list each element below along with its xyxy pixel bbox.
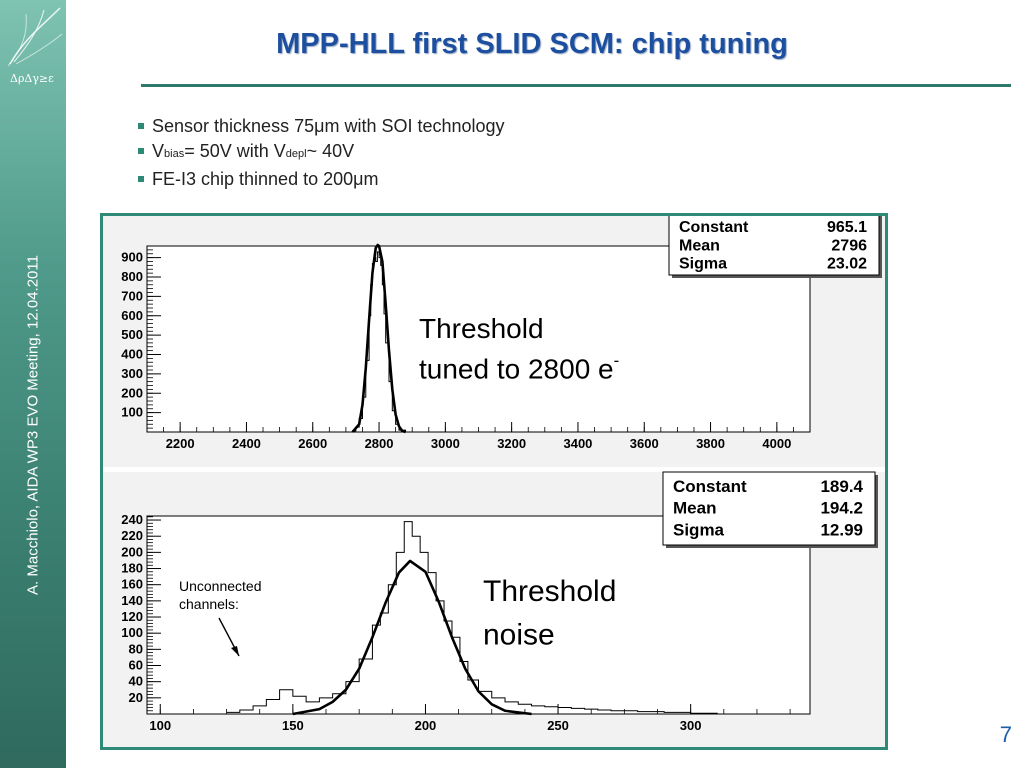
y-tick-label: 60 (129, 658, 143, 673)
y-tick-label: 100 (121, 405, 143, 420)
x-tick-label: 2800 (365, 436, 394, 451)
slide-title: MPP-HLL first SLID SCM: chip tuning (276, 28, 788, 60)
stats-value: 189.4 (820, 477, 863, 496)
stats-value: 12.99 (820, 520, 863, 539)
x-tick-label: 2400 (232, 436, 261, 451)
stats-value: 2796 (831, 237, 867, 254)
aida-logo-icon: ΔρΔγ≥ε (7, 7, 63, 85)
x-tick-label: 300 (680, 718, 702, 733)
title-divider (141, 84, 1011, 87)
stats-box (668, 211, 880, 276)
bullet-subscript: depl (285, 148, 307, 160)
bullet-text: μ (353, 169, 364, 189)
x-tick-label: 4000 (762, 436, 791, 451)
svg-text:ΔρΔγ≥ε: ΔρΔγ≥ε (10, 72, 54, 85)
bullet-text: m (363, 169, 379, 189)
stats-value: 965.1 (827, 219, 867, 236)
x-tick-label: 3400 (563, 436, 592, 451)
stats-label: Constant (673, 477, 747, 496)
y-tick-label: 120 (121, 609, 143, 624)
y-tick-label: 20 (129, 690, 143, 705)
y-tick-label: 200 (121, 544, 143, 559)
sidebar: ΔρΔγ≥ε A. Macchiolo, AIDA WP3 EVO Meetin… (0, 0, 66, 768)
stats-label: Sigma (673, 520, 725, 539)
gaussian-fit-series (351, 243, 406, 434)
stats-box (662, 471, 876, 546)
stats-label: Constant (679, 219, 749, 236)
y-tick-label: 80 (129, 641, 143, 656)
chart-frame: 100 200 300 400 500 600 700 800 900 2200 2400 2600 2… (100, 211, 888, 750)
y-tick-label: 160 (121, 577, 143, 592)
bullet-subscript: bias (164, 148, 185, 160)
y-tick-label: 40 (129, 674, 143, 689)
histogram-charts: 100 200 300 400 500 600 700 800 900 2200 2400 2600 2… (103, 211, 885, 747)
x-tick-label: 3000 (431, 436, 460, 451)
y-tick-label: 200 (121, 385, 143, 400)
bullet-text: Sensor thickness 75 (152, 116, 315, 136)
annotation-superscript: - (614, 351, 620, 370)
chart-annotation: Threshold (483, 575, 616, 608)
x-tick-label: 150 (282, 718, 304, 733)
y-tick-label: 180 (121, 561, 143, 576)
stats-value: 194.2 (820, 499, 863, 518)
y-tick-label: 220 (121, 528, 143, 543)
bullet-square-icon (138, 176, 144, 182)
chart-annotation: tuned to 2800 e- (419, 351, 619, 385)
bullet-square-icon (138, 123, 144, 129)
bullet-text: V (152, 141, 165, 161)
arrow-label: channels: (179, 596, 239, 612)
x-tick-label: 3600 (630, 436, 659, 451)
gaussian-fit-series (292, 559, 532, 716)
page-number: 7 (999, 722, 1012, 747)
histogram-series (226, 521, 718, 714)
sidebar-author-date: A. Macchiolo, AIDA WP3 EVO Meeting, 12.0… (24, 255, 42, 595)
y-tick-label: 100 (121, 625, 143, 640)
stats-label: Mean (679, 237, 720, 254)
y-tick-label: 600 (121, 308, 143, 323)
x-tick-label: 100 (149, 718, 171, 733)
bullet-text: FE-I3 chip thinned to 200 (152, 169, 354, 189)
y-tick-label: 700 (121, 288, 143, 303)
y-tick-label: 140 (121, 593, 143, 608)
y-tick-label: 500 (121, 327, 143, 342)
y-tick-label: 400 (121, 347, 143, 362)
arrow-label: Unconnected (179, 578, 262, 594)
y-tick-label: 900 (121, 250, 143, 265)
chart-annotation: Threshold (419, 313, 544, 344)
bullet-text: m with SOI technology (324, 116, 505, 136)
y-tick-label: 300 (121, 366, 143, 381)
arrow-head-icon (231, 646, 239, 656)
bullet-text: ~ 40V (306, 141, 355, 161)
bullet-text: μ (314, 116, 325, 136)
y-tick-label: 800 (121, 269, 143, 284)
x-tick-label: 200 (415, 718, 437, 733)
stats-label: Sigma (679, 256, 727, 273)
stats-value: 23.02 (827, 256, 867, 273)
x-tick-label: 250 (547, 718, 569, 733)
bullet-square-icon (138, 148, 144, 154)
stats-label: Mean (673, 499, 716, 518)
x-tick-label: 2600 (298, 436, 327, 451)
x-tick-label: 3800 (696, 436, 725, 451)
x-tick-label: 2200 (166, 436, 195, 451)
bullet-text: = 50V with V (184, 141, 286, 161)
chart-annotation: noise (483, 619, 555, 652)
x-tick-label: 3200 (497, 436, 526, 451)
y-tick-label: 240 (121, 512, 143, 527)
